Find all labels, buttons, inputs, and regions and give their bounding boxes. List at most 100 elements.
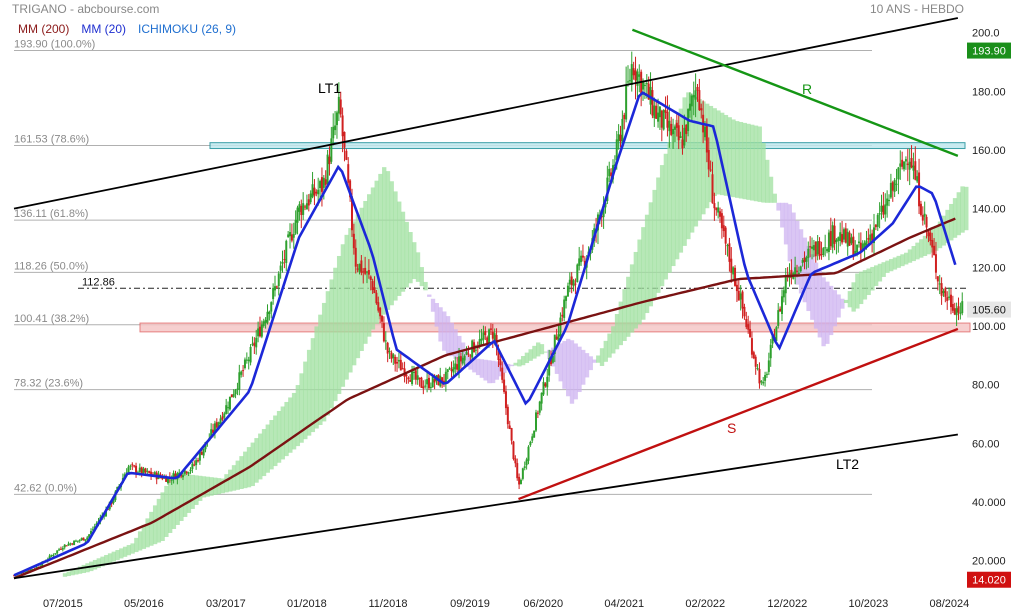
candle-body <box>131 464 134 466</box>
y-tick-label: 120.00 <box>972 262 1006 274</box>
badge-last <box>967 301 1011 318</box>
cloud-segment <box>107 553 113 564</box>
cloud-segment <box>182 474 188 517</box>
cloud-segment <box>494 361 500 380</box>
legend: MM (200) MM (20) ICHIMOKU (26, 9) <box>18 22 236 36</box>
candle-body <box>876 214 879 227</box>
cloud-segment <box>926 232 931 255</box>
candle-body <box>848 232 851 246</box>
cloud-segment <box>231 465 237 491</box>
candle-body <box>826 249 829 252</box>
cloud-segment <box>637 239 642 325</box>
candle-body <box>268 311 271 315</box>
x-tick-label: 04/2021 <box>604 598 644 610</box>
candle-body <box>760 381 763 383</box>
candle-body <box>73 540 76 546</box>
candle-body <box>148 471 151 473</box>
candle-body <box>335 112 338 126</box>
candle-body <box>711 174 714 204</box>
cloud-segment <box>802 237 807 303</box>
candle-body <box>555 336 558 340</box>
candle-body <box>508 425 511 429</box>
candle-body <box>514 458 517 464</box>
cloud-segment <box>81 564 86 574</box>
legend-mm200[interactable]: MM (200) <box>18 22 70 36</box>
candle-body <box>328 156 331 165</box>
candle-body <box>48 555 51 559</box>
cloud-segment <box>573 343 578 400</box>
candle-body <box>934 254 937 273</box>
badge-low <box>967 571 1011 588</box>
candle-body <box>330 138 333 162</box>
candle-body <box>735 284 738 292</box>
cloud-segment <box>374 180 379 324</box>
cloud-segment <box>757 126 762 202</box>
candle-body <box>506 406 509 425</box>
candle-body <box>955 308 958 316</box>
candle-body <box>818 241 821 257</box>
candle-body <box>837 237 840 241</box>
cloud-segment <box>385 171 391 310</box>
trendline-lt2 <box>13 433 958 580</box>
cloud-segment <box>74 568 79 575</box>
candle-body <box>367 270 370 275</box>
cloud-segment <box>919 239 924 258</box>
candle-body <box>563 299 566 318</box>
cloud-segment <box>599 348 605 366</box>
cloud-segment <box>453 329 458 359</box>
candle-body <box>891 182 894 191</box>
candle-body <box>80 538 83 540</box>
cloud-segment <box>445 316 451 354</box>
cloud-segment <box>693 96 699 227</box>
candle-body <box>399 359 402 371</box>
candle-body <box>940 283 943 296</box>
x-tick-label: 10/2023 <box>848 598 888 610</box>
candle-body <box>658 106 661 118</box>
candle-body <box>135 465 138 473</box>
candle-body <box>364 267 367 274</box>
cloud-segment <box>299 373 304 443</box>
candle-body <box>833 225 836 244</box>
legend-mm20[interactable]: MM (20) <box>81 22 127 36</box>
cloud-segment <box>667 142 672 273</box>
candle-body <box>448 367 451 369</box>
candle-body <box>632 68 635 76</box>
candle-body <box>889 182 892 198</box>
candle-body <box>258 326 261 337</box>
candle-body <box>112 499 115 504</box>
candle-body <box>884 204 887 215</box>
candle-body <box>809 246 812 248</box>
candle-body <box>812 245 815 251</box>
candle-body <box>465 351 468 355</box>
candle-body <box>61 547 64 550</box>
candle-body <box>820 254 823 256</box>
cloud-segment <box>603 340 608 362</box>
x-tick-label: 01/2018 <box>287 598 327 610</box>
candle-body <box>341 115 344 137</box>
y-tick-label: 20.000 <box>972 556 1006 568</box>
candle-body <box>777 310 780 326</box>
axes: 20.000 40.000 60.00 80.00 100.00 120.00 140.00… <box>43 28 1011 610</box>
candle-body <box>264 319 267 324</box>
cloud-segment <box>828 285 834 336</box>
legend-ichimoku[interactable]: ICHIMOKU (26, 9) <box>138 22 237 36</box>
candle-body <box>681 139 684 149</box>
candle-body <box>745 319 748 328</box>
candle-body <box>540 392 543 404</box>
cloud-segment <box>201 476 207 498</box>
cloud-segment <box>265 424 270 473</box>
cloud-segment <box>149 511 154 546</box>
cloud-segment <box>303 361 308 440</box>
candle-body <box>839 232 842 241</box>
candle-body <box>707 149 710 170</box>
cloud-segment <box>528 349 533 361</box>
candle-body <box>811 246 814 249</box>
candle-body <box>931 239 934 248</box>
candle-body <box>741 291 744 309</box>
cloud-segment <box>536 342 541 357</box>
candle-body <box>660 110 663 128</box>
candle-body <box>243 359 246 369</box>
cloud-segment <box>866 268 871 296</box>
candle-body <box>441 377 444 383</box>
cloud-segment <box>524 352 530 364</box>
